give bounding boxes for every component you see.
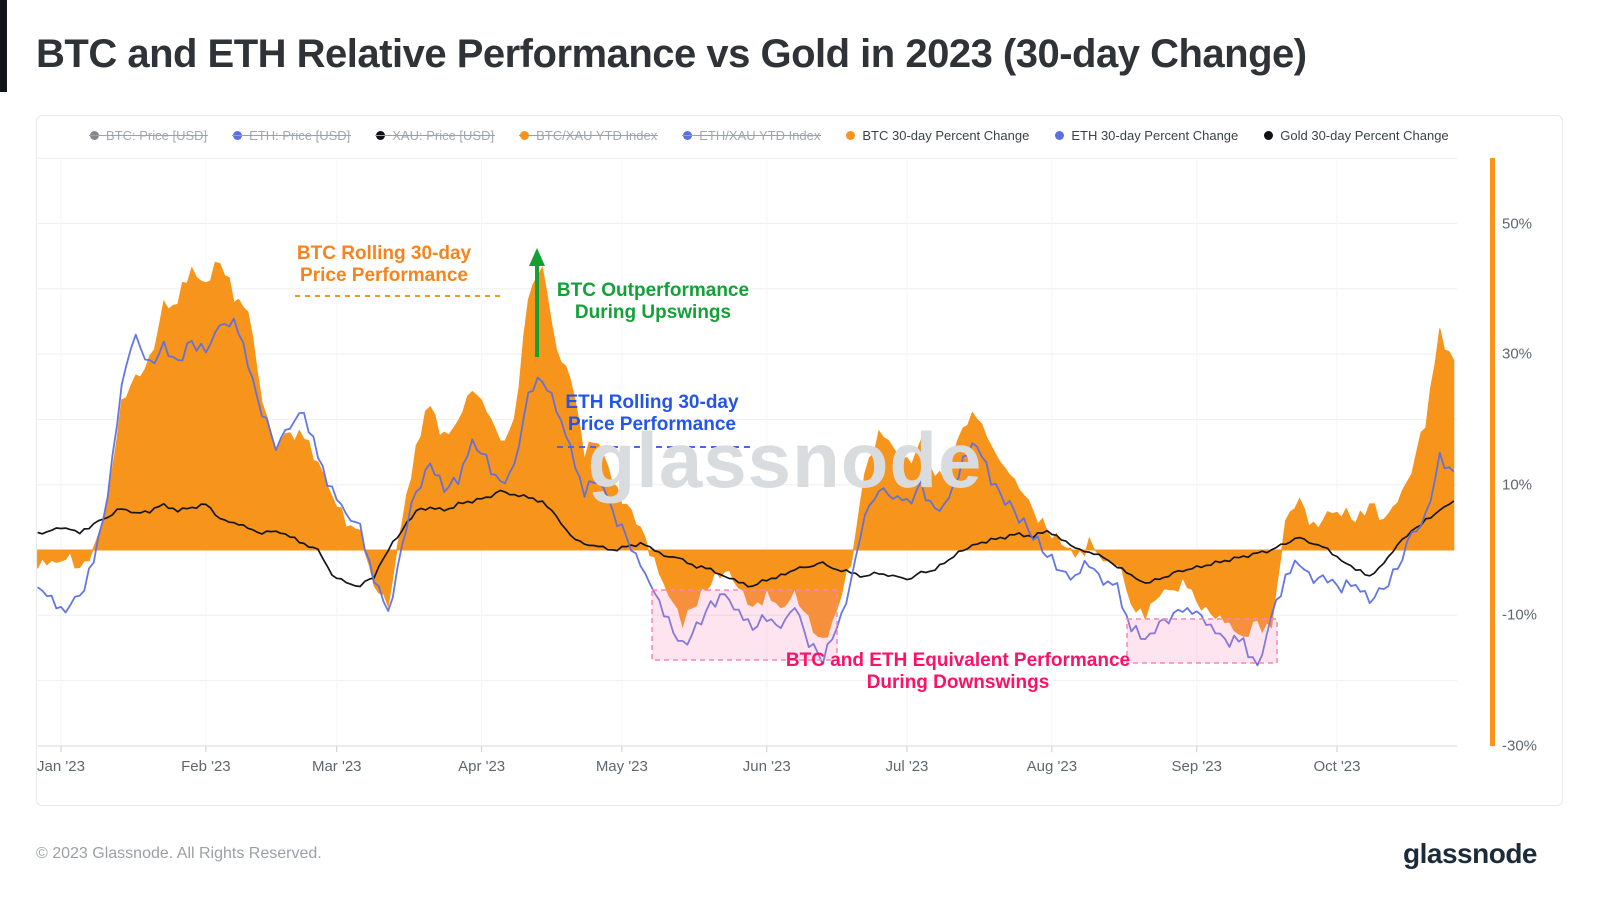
x-axis-label-jun: Jun '23 <box>742 758 791 775</box>
page-title: BTC and ETH Relative Performance vs Gold… <box>36 32 1307 76</box>
annotation-btc-outperformance-line2: During Upswings <box>574 302 732 323</box>
green-up-arrow-head-icon <box>529 248 545 266</box>
y-axis-accent-bar <box>1490 158 1495 746</box>
window-edge-strip <box>0 0 7 92</box>
legend-label: Gold 30-day Percent Change <box>1280 127 1449 143</box>
x-axis-label-sep: Sep '23 <box>1171 758 1222 775</box>
series-gold-30d-line[interactable] <box>37 489 1455 588</box>
annotation-eth-rolling-line2: Price Performance <box>568 414 736 435</box>
glassnode-watermark: glassnode <box>587 416 983 504</box>
legend-item-disabled-2[interactable]: XAU: Price [USD] <box>375 128 495 143</box>
x-axis-label-may: May '23 <box>595 758 648 775</box>
highlight-downswing-may-jun <box>651 589 838 661</box>
legend-dot-icon <box>846 130 856 140</box>
legend-item-disabled-0[interactable]: BTC: Price [USD] <box>88 128 209 143</box>
x-axis-label-feb: Feb '23 <box>181 758 231 775</box>
legend-label: BTC 30-day Percent Change <box>862 127 1030 143</box>
x-axis-label-jul: Jul '23 <box>885 758 929 775</box>
annotation-btc-rolling-line2: Price Performance <box>300 265 468 286</box>
legend-label: ETH 30-day Percent Change <box>1071 127 1239 143</box>
x-axis-label-apr: Apr '23 <box>458 758 506 775</box>
copyright-text: © 2023 Glassnode. All Rights Reserved. <box>36 845 322 862</box>
y-axis-label--30: -30% <box>1502 737 1538 755</box>
legend-item-disabled-4[interactable]: ETH/XAU YTD Index <box>682 128 822 143</box>
legend-item-2[interactable]: Gold 30-day Percent Change <box>1264 127 1449 143</box>
annotation-equivalent-downswings-line2: During Downswings <box>866 672 1050 693</box>
annotation-equivalent-downswings: BTC and ETH Equivalent Performance Durin… <box>786 650 1130 694</box>
legend-item-0[interactable]: BTC 30-day Percent Change <box>846 128 1029 143</box>
y-axis-label-50: 50% <box>1502 215 1533 232</box>
x-axis-label-mar: Mar '23 <box>311 758 362 775</box>
legend-item-disabled-3[interactable]: BTC/XAU YTD Index <box>519 128 659 143</box>
legend-item-1[interactable]: ETH 30-day Percent Change <box>1055 128 1238 143</box>
annotation-btc-outperformance: BTC Outperformance During Upswings <box>557 280 749 324</box>
chart-legend: BTC: Price [USD] ETH: Price [USD] XAU: Pri… <box>88 126 1449 144</box>
legend-dot-icon <box>1264 130 1274 140</box>
legend-item-disabled-1[interactable]: ETH: Price [USD] <box>232 128 352 143</box>
x-axis-label-aug: Aug '23 <box>1026 758 1078 775</box>
highlight-downswing-aug-sep <box>1126 618 1278 664</box>
glassnode-logo: glassnode <box>1403 838 1537 869</box>
annotation-eth-rolling-line1: ETH Rolling 30-day <box>565 392 739 413</box>
y-axis-label--10: -10% <box>1502 606 1538 624</box>
legend-dot-icon <box>1055 130 1065 140</box>
annotation-eth-rolling: ETH Rolling 30-day Price Performance <box>565 392 738 436</box>
x-axis-label-jan: Jan '23 <box>37 758 85 775</box>
series-eth-30d-line[interactable] <box>37 317 1455 667</box>
annotation-btc-rolling: BTC Rolling 30-day Price Performance <box>297 243 471 287</box>
y-axis-label-10: 10% <box>1502 476 1533 494</box>
y-axis-label-30: 30% <box>1502 345 1533 363</box>
annotation-equivalent-downswings-line1: BTC and ETH Equivalent Performance <box>785 650 1131 671</box>
annotation-btc-rolling-line1: BTC Rolling 30-day <box>296 243 472 264</box>
x-axis-label-oct: Oct '23 <box>1313 758 1361 775</box>
annotation-btc-outperformance-line1: BTC Outperformance <box>556 280 750 301</box>
